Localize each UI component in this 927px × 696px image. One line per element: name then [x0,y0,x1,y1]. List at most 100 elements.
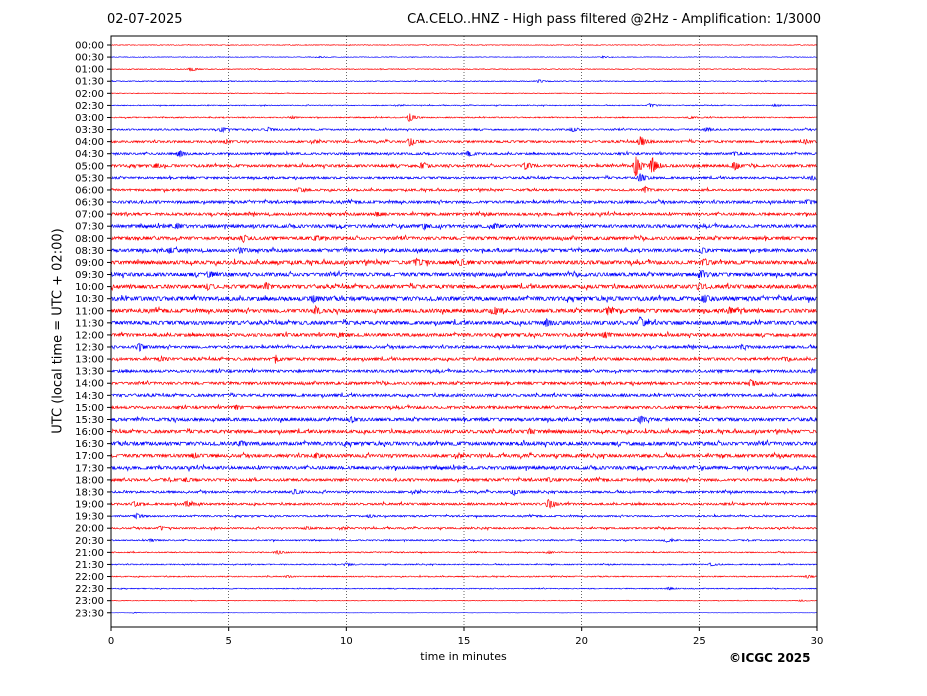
y-tick-label: 18:30 [75,487,104,498]
x-tick-label: 10 [340,636,353,647]
y-tick-label: 00:30 [75,53,104,64]
y-tick-label: 23:00 [75,596,104,607]
y-tick-label: 20:00 [75,524,104,535]
trace-line [110,234,817,244]
y-tick-label: 09:00 [75,258,104,269]
y-tick-label: 04:30 [75,149,104,160]
trace-line [110,198,817,206]
trace-line [110,150,817,158]
trace-line [111,126,817,133]
y-tick-label: 19:00 [75,500,104,511]
seismic-traces [110,43,817,614]
y-tick-label: 01:00 [75,65,104,76]
trace-line [110,415,817,425]
y-axis-ticks: 00:0000:3001:0001:3002:0002:3003:0003:30… [75,41,111,619]
trace-line [110,525,817,532]
y-tick-label: 16:30 [75,439,104,450]
x-axis-ticks: 0 5 10 15 20 25 30 [108,627,824,647]
trace-line [110,438,817,449]
trace-line [110,599,817,602]
y-tick-label: 14:30 [75,391,104,402]
y-tick-label: 04:00 [75,137,104,148]
y-tick-label: 17:00 [75,451,104,462]
y-tick-label: 22:30 [75,584,104,595]
y-tick-label: 19:30 [75,512,104,523]
trace-line [110,136,817,147]
trace-line [110,476,817,484]
y-tick-label: 09:30 [75,270,104,281]
y-tick-label: 14:00 [75,379,104,390]
trace-line [110,294,817,304]
x-tick-label: 25 [693,636,706,647]
trace-line [110,185,817,194]
trace-line [110,102,817,108]
x-tick-label: 20 [575,636,588,647]
y-tick-label: 02:30 [75,101,104,112]
y-tick-label: 17:30 [75,463,104,474]
y-tick-label: 12:00 [75,330,104,341]
trace-line [110,488,817,497]
x-axis-label: time in minutes [420,650,507,663]
trace-line [110,210,817,218]
trace-line [110,427,817,436]
trace-line [110,269,817,280]
trace-line [110,342,817,352]
y-tick-label: 00:00 [75,41,104,52]
trace-line [110,79,817,83]
y-tick-label: 16:00 [75,427,104,438]
y-tick-label: 10:30 [75,294,104,305]
vertical-grid [228,36,700,627]
trace-line [111,562,817,568]
y-tick-label: 23:30 [75,608,104,619]
trace-line [110,316,817,328]
y-tick-label: 13:30 [75,367,104,378]
y-tick-label: 08:00 [75,234,104,245]
y-tick-label: 06:30 [75,198,104,209]
trace-line [110,55,817,60]
x-tick-label: 5 [225,636,231,647]
y-tick-label: 03:30 [75,125,104,136]
y-tick-label: 15:00 [75,403,104,414]
y-tick-label: 05:00 [75,161,104,172]
trace-line [110,113,817,122]
y-tick-label: 11:30 [75,318,104,329]
trace-line [110,498,817,509]
y-tick-label: 20:30 [75,536,104,547]
y-tick-label: 05:30 [75,173,104,184]
trace-line [110,391,817,399]
chart-date: 02-07-2025 [107,12,183,27]
y-tick-label: 21:00 [75,548,104,559]
trace-line [110,257,817,267]
trace-line [110,537,817,543]
trace-line [110,67,817,72]
y-tick-label: 10:00 [75,282,104,293]
trace-line [110,367,817,375]
y-tick-label: 07:30 [75,222,104,233]
y-tick-label: 22:00 [75,572,104,583]
trace-line [110,156,817,177]
y-tick-label: 13:00 [75,355,104,366]
y-tick-label: 06:00 [75,185,104,196]
trace-line [110,281,817,292]
trace-line [110,173,817,182]
trace-line [111,611,817,614]
trace-line [110,330,817,340]
y-tick-label: 11:00 [75,306,104,317]
trace-line [111,586,817,591]
y-tick-label: 08:30 [75,246,104,257]
y-tick-label: 03:00 [75,113,104,124]
x-tick-label: 30 [811,636,824,647]
trace-line [110,304,817,316]
x-tick-label: 0 [108,636,114,647]
y-tick-label: 12:30 [75,343,104,354]
y-axis-label: UTC (local time = UTC + 02:00) [50,228,66,434]
trace-line [111,574,817,579]
x-tick-label: 15 [458,636,471,647]
plot-frame [110,35,818,628]
y-tick-label: 02:00 [75,89,104,100]
trace-line [110,354,817,364]
trace-line [110,245,817,255]
y-tick-label: 07:00 [75,210,104,221]
chart-title: CA.CELO..HNZ - High pass filtered @2Hz -… [407,12,821,27]
